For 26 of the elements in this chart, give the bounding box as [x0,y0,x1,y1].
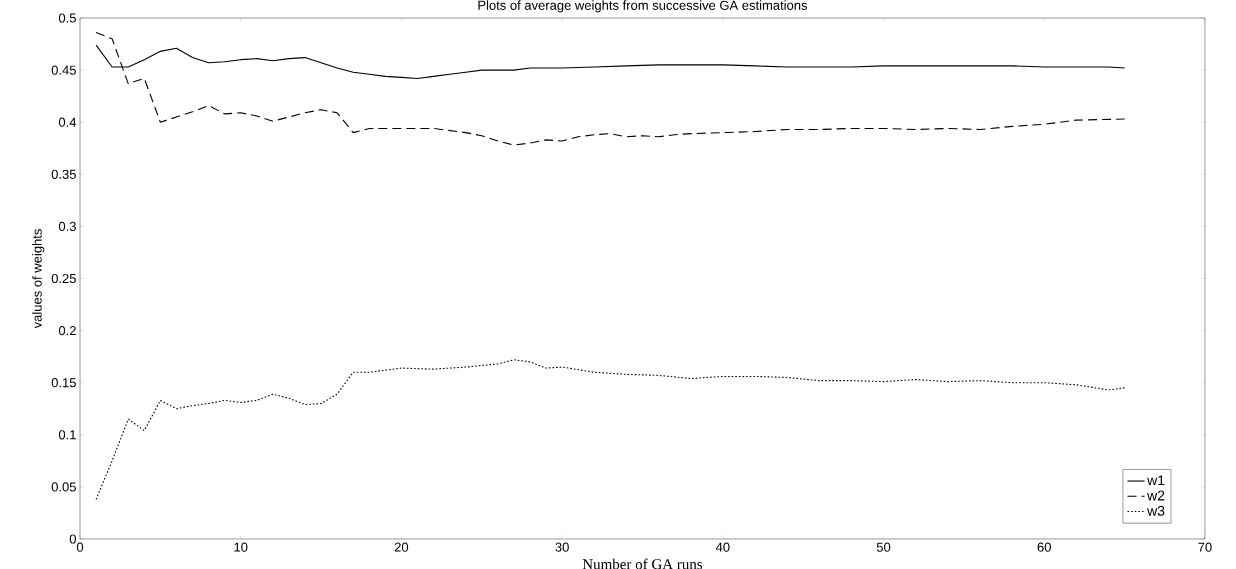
y-tick-label: 0.35 [51,169,76,179]
y-tick-label: 0.15 [51,378,76,388]
x-tick-label: 40 [715,542,730,552]
chart-title: Plots of average weights from successive GA estimations [478,0,808,13]
line-series [95,359,1126,500]
legend-label: w3 [1147,505,1165,516]
legend-label: w2 [1147,490,1165,501]
y-tick-label: 0.45 [51,65,76,75]
x-tick-label: 30 [555,542,569,552]
y-tick-label: 0.25 [51,273,76,284]
x-tick-label: 10 [234,542,248,552]
legend-label: w1 [1147,475,1165,486]
x-axis-title: Number of GA runs [582,558,703,569]
y-tick-label: 0.1 [58,430,76,440]
x-tick-label: 20 [394,542,409,552]
x-tick-label: 0 [76,542,84,552]
y-axis-title: values of weights [32,229,45,329]
x-tick-label: 50 [876,542,891,552]
y-tick-label: 0.05 [51,482,76,492]
y-tick-label: 0 [69,534,76,544]
x-tick-label: 70 [1198,542,1212,552]
y-tick-label: 0.2 [58,325,76,336]
y-tick-label: 0.3 [58,221,76,231]
x-tick-label: 60 [1037,542,1051,552]
y-tick-label: 0.4 [58,117,77,127]
y-tick-label: 0.5 [58,13,76,23]
